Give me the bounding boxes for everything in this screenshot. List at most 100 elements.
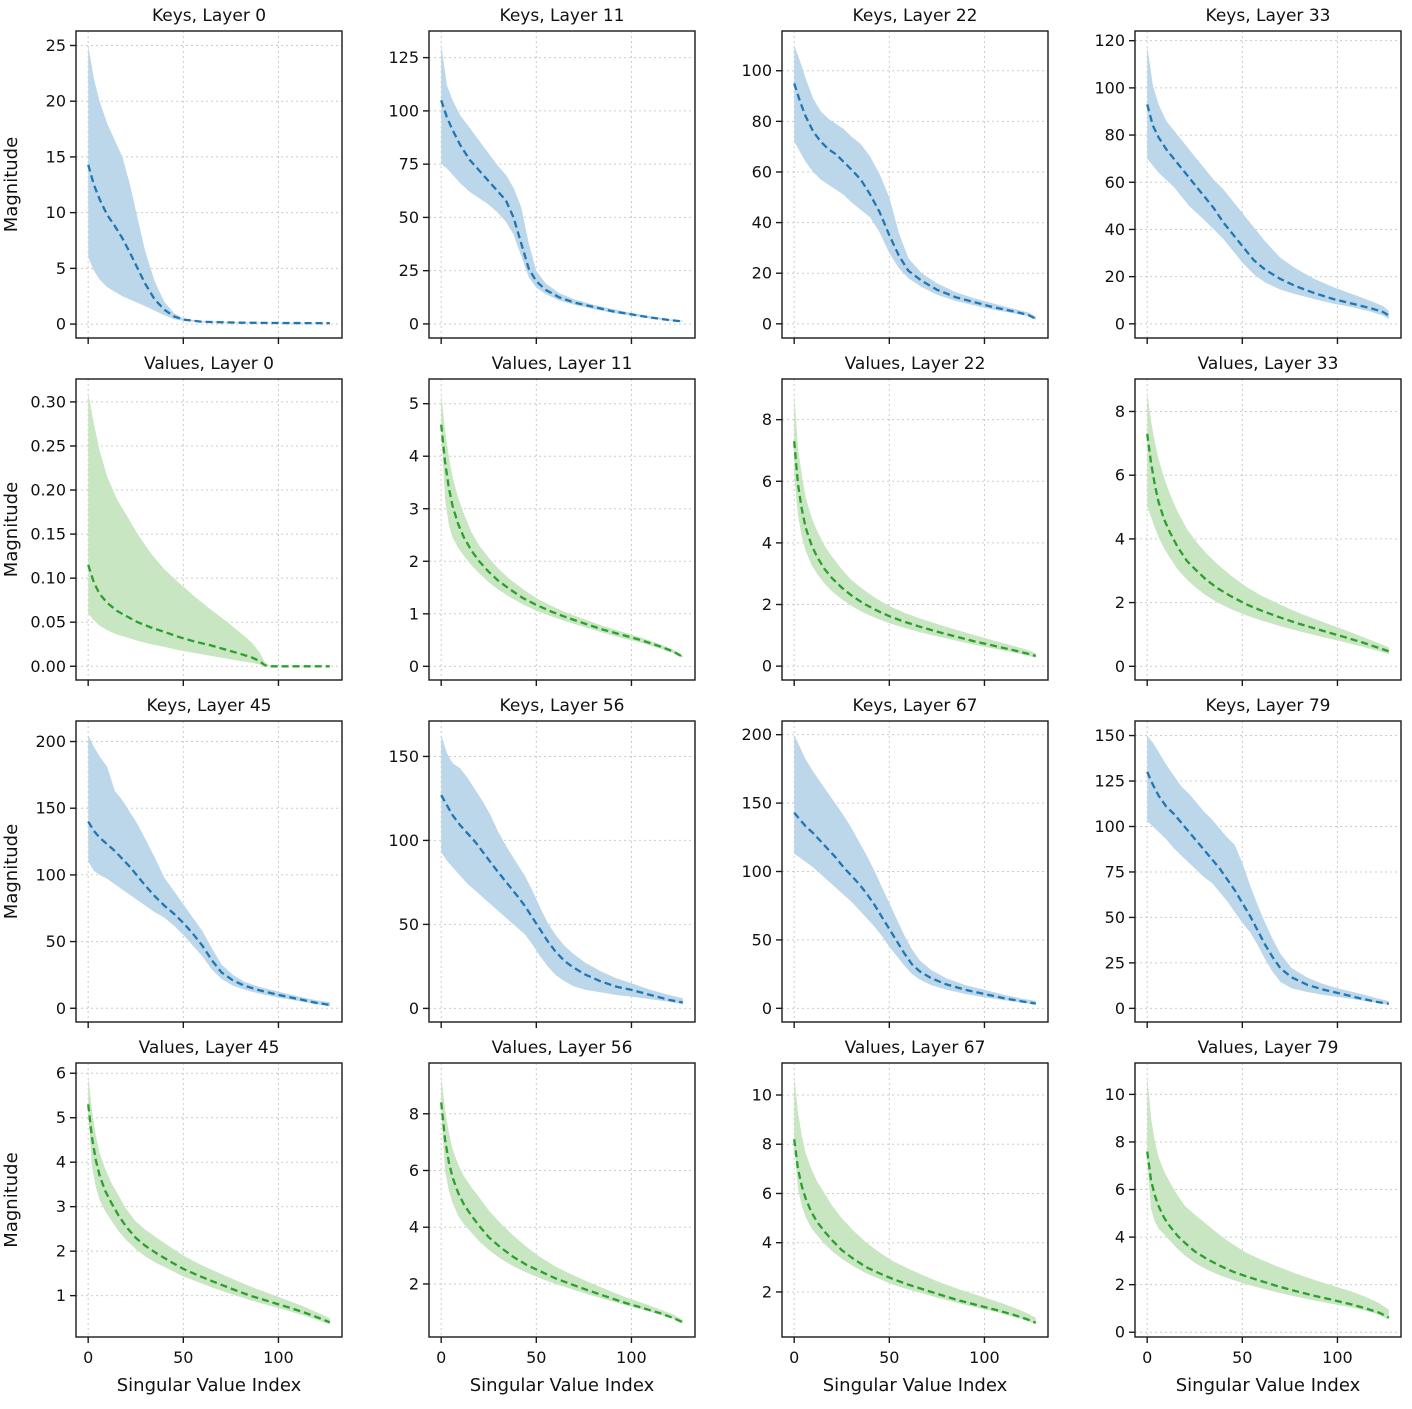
mean-line — [793, 811, 1036, 1005]
x-tick-label: 50 — [526, 1348, 546, 1367]
axes-spines — [1134, 1062, 1402, 1338]
axes-spines — [428, 720, 696, 1023]
y-tick-label: 75 — [399, 155, 419, 174]
y-tick-label: 0.30 — [30, 392, 66, 411]
y-tick-label: 10 — [1105, 1085, 1125, 1104]
axes-spines — [428, 1062, 696, 1338]
subplot-keys-layer-45: 0 50 100 150 200 Keys, Layer 45 Magnitude — [0, 690, 353, 1032]
y-tick-label: 80 — [752, 112, 772, 131]
y-tick-label: 10 — [752, 1086, 772, 1105]
y-tick-label: 0 — [1115, 1323, 1125, 1342]
subplot-title: Keys, Layer 33 — [1206, 6, 1331, 26]
axes-spines — [428, 30, 696, 339]
subplot-title: Values, Layer 33 — [1198, 354, 1339, 374]
y-tick-label: 4 — [762, 1233, 772, 1252]
subplot-values-layer-67: 2 4 6 8 10 0 50 100 Values, Layer 67 Singular Val… — [706, 1032, 1059, 1405]
axes-spines — [781, 30, 1049, 339]
x-axis-label: Singular Value Index — [117, 1375, 302, 1396]
y-tick-label: 0 — [762, 999, 772, 1018]
y-tick-label: 10 — [46, 203, 66, 222]
y-tick-label: 6 — [762, 472, 772, 491]
y-tick-label: 25 — [46, 36, 66, 55]
mean-line — [1146, 771, 1389, 1005]
x-tick-label: 100 — [263, 1348, 294, 1367]
x-tick-label: 0 — [83, 1348, 93, 1367]
y-tick-label: 0 — [56, 999, 66, 1018]
y-tick-label: 2 — [409, 552, 419, 571]
subplot-canvas: 0 20 40 60 80 100 Keys, Layer 22 — [741, 6, 1049, 344]
y-tick-label: 100 — [35, 865, 66, 884]
y-tick-label: 2 — [1115, 1275, 1125, 1294]
mean-line — [1146, 1151, 1390, 1319]
y-tick-label: 60 — [752, 162, 772, 181]
y-tick-label: 1 — [56, 1286, 66, 1305]
y-tick-label: 0 — [56, 315, 66, 334]
subplot-title: Keys, Layer 79 — [1206, 696, 1331, 716]
subplot-canvas: 0 25 50 75 100 125 Keys, Layer 11 — [388, 6, 696, 344]
y-tick-label: 125 — [388, 48, 419, 67]
y-tick-label: 3 — [409, 499, 419, 518]
subplot-values-layer-11: 0 1 2 3 4 5 Values, Layer 11 — [353, 348, 706, 690]
y-tick-label: 4 — [409, 1218, 419, 1237]
subplot-canvas: 0 2 4 6 8 Values, Layer 22 — [762, 354, 1049, 686]
band-area — [794, 1075, 1036, 1325]
y-tick-label: 150 — [35, 799, 66, 818]
subplot-title: Keys, Layer 45 — [147, 696, 272, 716]
subplot-canvas: 0 25 50 75 100 125 150 Keys, Layer 79 — [1094, 696, 1402, 1028]
y-tick-label: 1 — [409, 604, 419, 623]
y-axis-label: Magnitude — [1, 1152, 22, 1247]
axes-spines — [781, 1062, 1049, 1338]
y-tick-label: 0 — [1115, 657, 1125, 676]
subplot-keys-layer-11: 0 25 50 75 100 125 Keys, Layer 11 — [353, 0, 706, 348]
subplot-title: Keys, Layer 0 — [152, 6, 266, 26]
mean-line — [87, 1104, 331, 1324]
y-tick-label: 100 — [388, 101, 419, 120]
x-tick-label: 50 — [173, 1348, 193, 1367]
axes-spines — [75, 30, 343, 339]
subplot-canvas: 0 5 10 15 20 25 Keys, Layer 0 Magnitude — [1, 6, 343, 344]
subplot-values-layer-22: 0 2 4 6 8 Values, Layer 22 — [706, 348, 1059, 690]
y-axis-label: Magnitude — [1, 482, 22, 577]
subplot-values-layer-79: 0 2 4 6 8 10 0 50 100 Values, Layer 79 Singular Va… — [1059, 1032, 1412, 1405]
band-area — [1147, 45, 1389, 320]
subplot-title: Keys, Layer 11 — [500, 6, 625, 26]
mean-line — [440, 99, 683, 323]
y-tick-label: 20 — [752, 264, 772, 283]
y-tick-label: 2 — [1115, 593, 1125, 612]
y-tick-label: 2 — [762, 1282, 772, 1301]
band-area — [441, 393, 683, 658]
x-tick-label: 100 — [1322, 1348, 1353, 1367]
subplot-keys-layer-56: 0 50 100 150 Keys, Layer 56 — [353, 690, 706, 1032]
subplot-canvas: 0 50 100 150 200 Keys, Layer 45 Magnitude — [1, 696, 343, 1028]
band-area — [441, 1075, 683, 1324]
x-tick-label: 0 — [436, 1348, 446, 1367]
y-axis-label: Magnitude — [1, 137, 22, 232]
y-tick-label: 150 — [388, 747, 419, 766]
y-tick-label: 8 — [762, 410, 772, 429]
subplot-title: Values, Layer 0 — [144, 354, 274, 374]
y-tick-label: 100 — [388, 831, 419, 850]
subplot-title: Keys, Layer 67 — [853, 696, 978, 716]
y-tick-label: 125 — [1094, 772, 1125, 791]
y-tick-label: 0.00 — [30, 657, 66, 676]
y-tick-label: 0 — [1115, 314, 1125, 333]
x-tick-label: 0 — [789, 1348, 799, 1367]
y-tick-label: 25 — [399, 261, 419, 280]
band-area — [794, 393, 1036, 658]
axes-spines — [1134, 30, 1402, 339]
axes-spines — [1134, 378, 1402, 681]
y-tick-label: 80 — [1105, 126, 1125, 145]
axes-spines — [781, 378, 1049, 681]
subplot-title: Values, Layer 11 — [492, 354, 633, 374]
mean-line — [87, 164, 330, 325]
y-tick-label: 100 — [1094, 817, 1125, 836]
y-tick-label: 100 — [1094, 78, 1125, 97]
y-tick-label: 75 — [1105, 862, 1125, 881]
subplot-values-layer-0: 0.00 0.05 0.10 0.15 0.20 0.25 0.30 Values, Laye… — [0, 348, 353, 690]
y-tick-label: 0 — [1115, 999, 1125, 1018]
subplot-title: Values, Layer 67 — [845, 1038, 986, 1058]
x-axis-label: Singular Value Index — [470, 1375, 655, 1396]
mean-line — [793, 441, 1037, 658]
subplot-keys-layer-79: 0 25 50 75 100 125 150 Keys, Layer 79 — [1059, 690, 1412, 1032]
